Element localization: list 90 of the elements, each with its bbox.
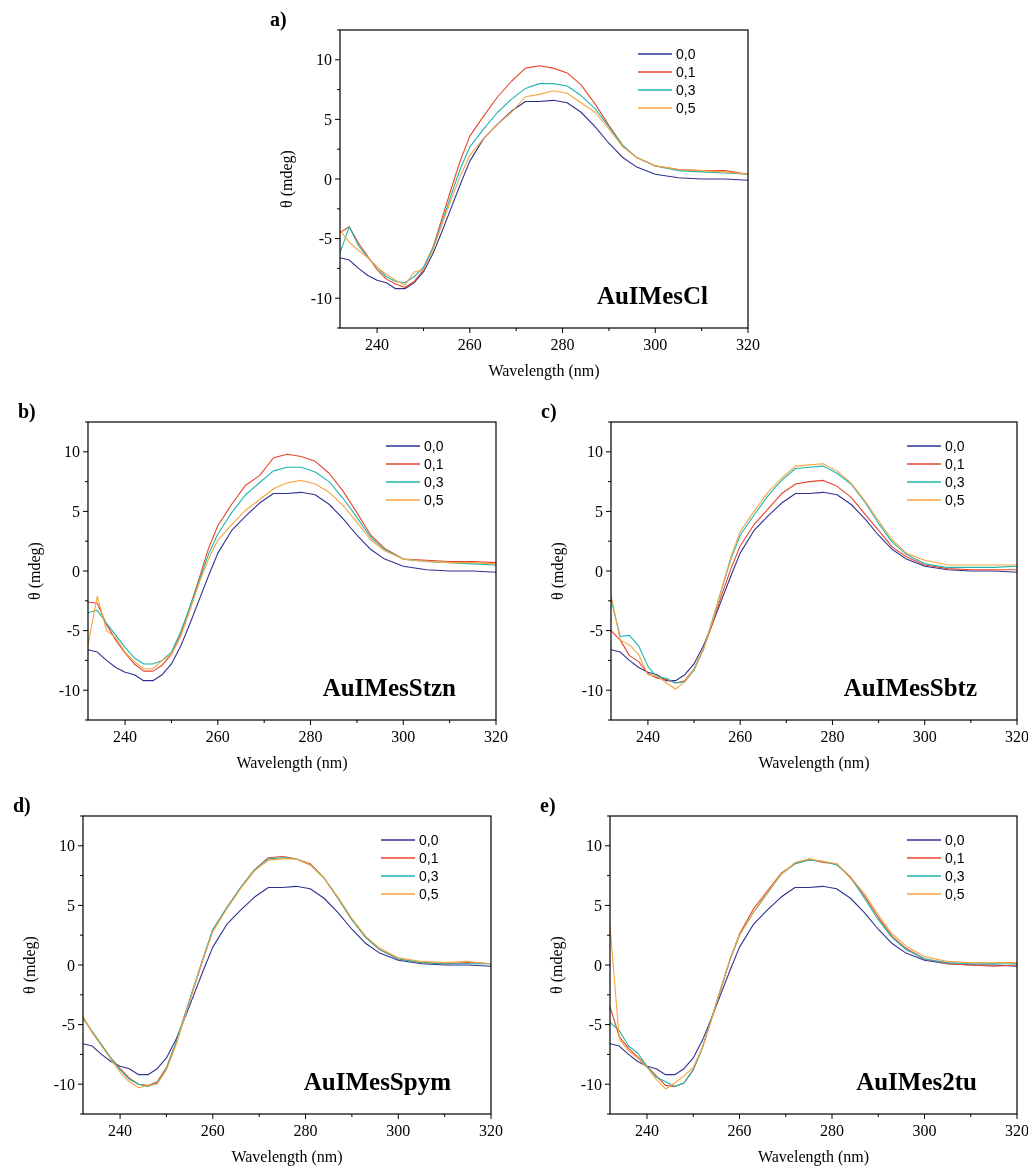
x-tick-label: 320	[1005, 1122, 1029, 1139]
y-axis-title: θ (mdeg)	[549, 542, 567, 600]
y-tick-label: 0	[324, 170, 332, 188]
legend-label: 0,3	[424, 473, 444, 490]
x-tick-label: 300	[643, 336, 668, 353]
y-tick-label: -10	[580, 1075, 602, 1093]
y-tick-label: 10	[587, 443, 603, 461]
y-tick-label: 10	[59, 837, 75, 855]
chart-title: e)	[540, 794, 556, 817]
x-tick-label: 240	[635, 1122, 659, 1139]
annotation: AuIMesSbtz	[843, 674, 977, 701]
annotation: AuIMes2tu	[856, 1068, 978, 1095]
y-tick-label: 0	[594, 956, 602, 974]
x-tick-label: 260	[200, 1122, 225, 1139]
legend-label: 0,1	[945, 849, 965, 866]
x-tick-label: 260	[205, 728, 230, 745]
legend-label: 0,5	[945, 491, 965, 508]
legend-label: 0,1	[676, 63, 696, 80]
x-axis-title: Wavelength (nm)	[757, 1148, 870, 1166]
legend-label: 0,0	[424, 437, 444, 454]
x-tick-label: 280	[298, 728, 323, 745]
x-tick-label: 280	[293, 1122, 318, 1139]
legend-label: 0,0	[945, 437, 965, 454]
legend-label: 0,1	[945, 455, 965, 472]
legend-label: 0,5	[424, 491, 444, 508]
y-tick-label: 10	[64, 443, 80, 461]
x-tick-label: 260	[457, 336, 482, 353]
x-tick-label: 300	[391, 728, 416, 745]
annotation: AuIMesStzn	[322, 674, 457, 701]
y-tick-label: 0	[595, 562, 603, 580]
legend-label: 0,5	[945, 885, 965, 902]
x-tick-label: 280	[820, 1122, 844, 1139]
legend-label: 0,3	[945, 473, 965, 490]
y-tick-label: 10	[586, 837, 602, 855]
x-tick-label: 280	[550, 336, 575, 353]
y-tick-label: 5	[595, 503, 603, 520]
x-tick-label: 240	[113, 728, 138, 745]
x-tick-label: 320	[1005, 728, 1029, 745]
x-tick-label: 260	[727, 1122, 752, 1139]
x-axis-title: Wavelength (nm)	[488, 362, 600, 380]
x-axis-title: Wavelength (nm)	[231, 1148, 343, 1166]
x-tick-label: 240	[365, 336, 390, 353]
y-tick-label: 10	[316, 51, 332, 69]
x-tick-label: 280	[820, 728, 845, 745]
legend-label: 0,0	[945, 831, 965, 848]
y-tick-label: -10	[581, 681, 603, 699]
legend-label: 0,3	[676, 81, 696, 98]
y-tick-label: -10	[58, 681, 80, 699]
y-axis-title: θ (mdeg)	[548, 936, 566, 994]
y-tick-label: 0	[72, 562, 80, 580]
y-tick-label: -5	[588, 1016, 602, 1034]
y-tick-label: -5	[589, 622, 603, 640]
y-tick-label: 5	[72, 503, 80, 520]
legend-label: 0,5	[676, 99, 696, 116]
x-tick-label: 240	[108, 1122, 133, 1139]
x-tick-label: 320	[484, 728, 508, 745]
annotation: AuIMesSpym	[303, 1068, 452, 1095]
y-axis-title: θ (mdeg)	[21, 936, 39, 994]
y-tick-label: -10	[53, 1075, 75, 1093]
legend-label: 0,3	[419, 867, 439, 884]
y-axis-title: θ (mdeg)	[26, 542, 44, 600]
legend-label: 0,1	[419, 849, 439, 866]
legend-label: 0,1	[424, 455, 444, 472]
chart-title: b)	[18, 400, 36, 423]
x-tick-label: 320	[479, 1122, 503, 1139]
x-tick-label: 300	[386, 1122, 411, 1139]
x-tick-label: 300	[912, 1122, 937, 1139]
x-axis-title: Wavelength (nm)	[758, 754, 870, 772]
legend-label: 0,5	[419, 885, 439, 902]
y-tick-label: 5	[594, 897, 602, 914]
legend-label: 0,0	[676, 45, 696, 62]
x-tick-label: 320	[736, 336, 760, 353]
annotation: AuIMesCl	[596, 282, 709, 309]
y-tick-label: -10	[310, 289, 332, 307]
legend-label: 0,3	[945, 867, 965, 884]
y-axis-title: θ (mdeg)	[278, 150, 296, 208]
x-axis-title: Wavelength (nm)	[236, 754, 348, 772]
y-tick-label: 5	[67, 897, 75, 914]
y-tick-label: -5	[61, 1016, 75, 1034]
x-tick-label: 260	[728, 728, 753, 745]
legend-label: 0,0	[419, 831, 439, 848]
y-tick-label: -5	[66, 622, 80, 640]
chart-title: a)	[270, 8, 287, 31]
y-tick-label: 0	[67, 956, 75, 974]
x-tick-label: 240	[635, 728, 660, 745]
chart-title: c)	[541, 400, 557, 423]
chart-title: d)	[13, 794, 31, 817]
x-tick-label: 300	[912, 728, 937, 745]
y-tick-label: -5	[318, 230, 332, 248]
y-tick-label: 5	[324, 111, 332, 128]
